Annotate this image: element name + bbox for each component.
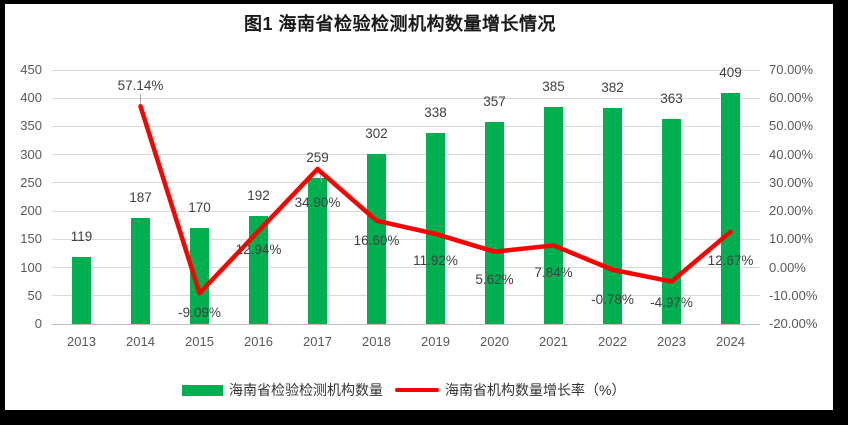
x-axis-tick-2014: 2014 <box>126 334 155 349</box>
y-axis-right-tick: 10.00% <box>769 231 814 247</box>
bar-value-label-2013: 119 <box>70 228 93 244</box>
y-axis-right-tick: 60.00% <box>769 90 814 106</box>
y-axis-right-tick: 0.00% <box>769 259 806 275</box>
bar-2015 <box>190 228 209 324</box>
y-axis-right-tick: -20.00% <box>769 316 818 331</box>
y-axis-left-tick: 250 <box>20 174 42 190</box>
y-axis-left-tick: 300 <box>20 146 42 162</box>
x-axis-tick-2018: 2018 <box>362 334 391 349</box>
line-value-label-2017: 34.90% <box>294 195 341 211</box>
chart-legend: 海南省检验检测机构数量 海南省机构数量增长率（%） <box>182 380 625 400</box>
line-value-label-2024: 12.67% <box>707 252 754 268</box>
legend-label-line: 海南省机构数量增长率（%） <box>445 382 626 398</box>
bar-2019 <box>426 133 445 324</box>
line-value-label-2016: 12.94% <box>235 242 282 258</box>
line-value-label-2019: 11.92% <box>413 252 458 268</box>
gridline <box>52 97 760 99</box>
line-value-label-2014: 57.14% <box>117 78 164 94</box>
y-axis-left-tick: 0 <box>34 316 42 331</box>
bar-value-label-2018: 302 <box>365 125 388 141</box>
x-axis-tick-2017: 2017 <box>303 334 332 349</box>
legend-bar-swatch <box>182 384 223 396</box>
bar-2023 <box>662 119 681 324</box>
x-axis-tick-2024: 2024 <box>716 334 745 349</box>
y-axis-right-tick: -10.00% <box>769 287 818 303</box>
gridline <box>52 295 760 297</box>
gridline <box>52 69 760 71</box>
y-axis-right-tick: 30.00% <box>769 174 814 190</box>
y-axis-right-tick: 70.00% <box>769 62 814 77</box>
legend-line-swatch <box>395 388 439 392</box>
bar-value-label-2020: 357 <box>483 94 506 110</box>
bar-value-label-2021: 385 <box>542 78 565 94</box>
bar-value-label-2017: 259 <box>306 149 329 165</box>
bar-value-label-2015: 170 <box>188 200 211 216</box>
bar-2021 <box>544 106 563 324</box>
chart-title: 图1 海南省检验检测机构数量增长情况 <box>243 14 556 34</box>
x-axis-tick-2021: 2021 <box>539 334 568 349</box>
x-axis-tick-2015: 2015 <box>185 334 214 349</box>
y-axis-left-tick: 400 <box>20 90 42 106</box>
bar-2024 <box>721 93 740 324</box>
legend-label-bars: 海南省检验检测机构数量 <box>229 382 383 398</box>
gridline <box>52 267 760 269</box>
bar-value-label-2016: 192 <box>247 187 270 203</box>
bar-value-label-2022: 382 <box>601 80 624 96</box>
x-axis-tick-2019: 2019 <box>421 334 450 349</box>
gridline <box>52 154 760 156</box>
line-value-label-2020: 5.62% <box>475 271 514 287</box>
bar-value-label-2019: 338 <box>424 105 447 121</box>
gridline <box>52 182 760 184</box>
line-value-label-2018: 16.60% <box>353 232 400 248</box>
line-value-label-2023: -4.97% <box>650 294 693 310</box>
x-axis-tick-2013: 2013 <box>67 334 96 349</box>
growth-rate-line <box>138 94 733 296</box>
gridline <box>52 125 760 127</box>
bar-2017 <box>308 177 327 324</box>
line-value-label-2015: -9.09% <box>178 305 221 321</box>
y-axis-left-tick: 100 <box>20 259 42 275</box>
chart-area: 图1 海南省检验检测机构数量增长情况 海南省检验检测机构数量 海南省机构数量增长… <box>5 4 833 410</box>
line-value-label-2021: 7.84% <box>534 265 573 281</box>
x-axis-tick-2022: 2022 <box>598 334 627 349</box>
y-axis-right-tick: 50.00% <box>769 118 814 134</box>
bar-value-label-2023: 363 <box>660 91 683 107</box>
y-axis-left-tick: 150 <box>20 231 42 247</box>
x-axis-tick-2023: 2023 <box>657 334 686 349</box>
bar-2013 <box>72 256 91 324</box>
bar-value-label-2024: 409 <box>719 65 742 81</box>
gridline <box>52 238 760 240</box>
bar-value-label-2014: 187 <box>129 190 152 206</box>
bar-2020 <box>485 122 504 324</box>
bar-2016 <box>249 215 268 324</box>
x-axis-tick-2020: 2020 <box>480 334 509 349</box>
line-value-label-2022: -0.78% <box>591 291 634 307</box>
y-axis-left-tick: 350 <box>20 118 42 134</box>
x-axis-line <box>52 323 760 325</box>
growth-rate-polyline <box>138 104 733 296</box>
bar-2014 <box>131 218 150 324</box>
y-axis-left-tick: 450 <box>20 62 42 77</box>
bar-2018 <box>367 153 386 324</box>
y-axis-right-tick: 40.00% <box>769 146 814 162</box>
y-axis-left-tick: 200 <box>20 203 42 219</box>
gridline <box>52 210 760 212</box>
y-axis-left-tick: 50 <box>27 287 42 303</box>
x-axis-tick-2016: 2016 <box>244 334 273 349</box>
y-axis-right-tick: 20.00% <box>769 203 814 219</box>
